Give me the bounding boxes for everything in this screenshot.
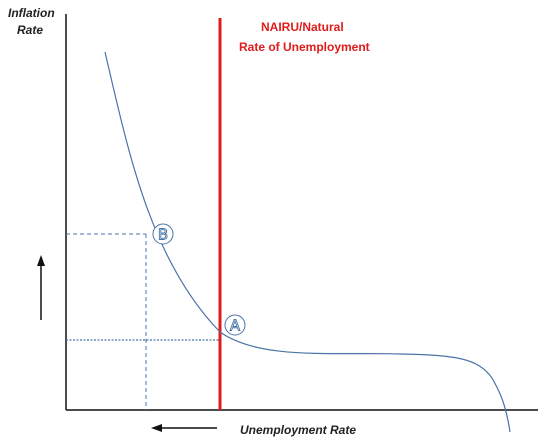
nairu-label-line1: NAIRU/Natural [261, 20, 344, 34]
guide-lines [66, 233, 219, 410]
y-axis-title-line1: Inflation [8, 6, 55, 20]
point-a-circle [224, 314, 246, 336]
x-axis-title: Unemployment Rate [240, 423, 356, 437]
up-arrow-icon [37, 255, 45, 320]
axes [65, 14, 538, 411]
point-b-label: B [158, 226, 168, 244]
point-a-marker: A [224, 314, 246, 336]
point-b-circle [152, 223, 174, 245]
point-a-label: A [230, 317, 241, 335]
phillips-curve [104, 51, 511, 433]
y-axis-title-line2: Rate [17, 23, 43, 37]
nairu-label-line2: Rate of Unemployment [239, 40, 370, 54]
left-arrow-icon [151, 424, 217, 432]
point-b-marker: B [152, 223, 174, 245]
